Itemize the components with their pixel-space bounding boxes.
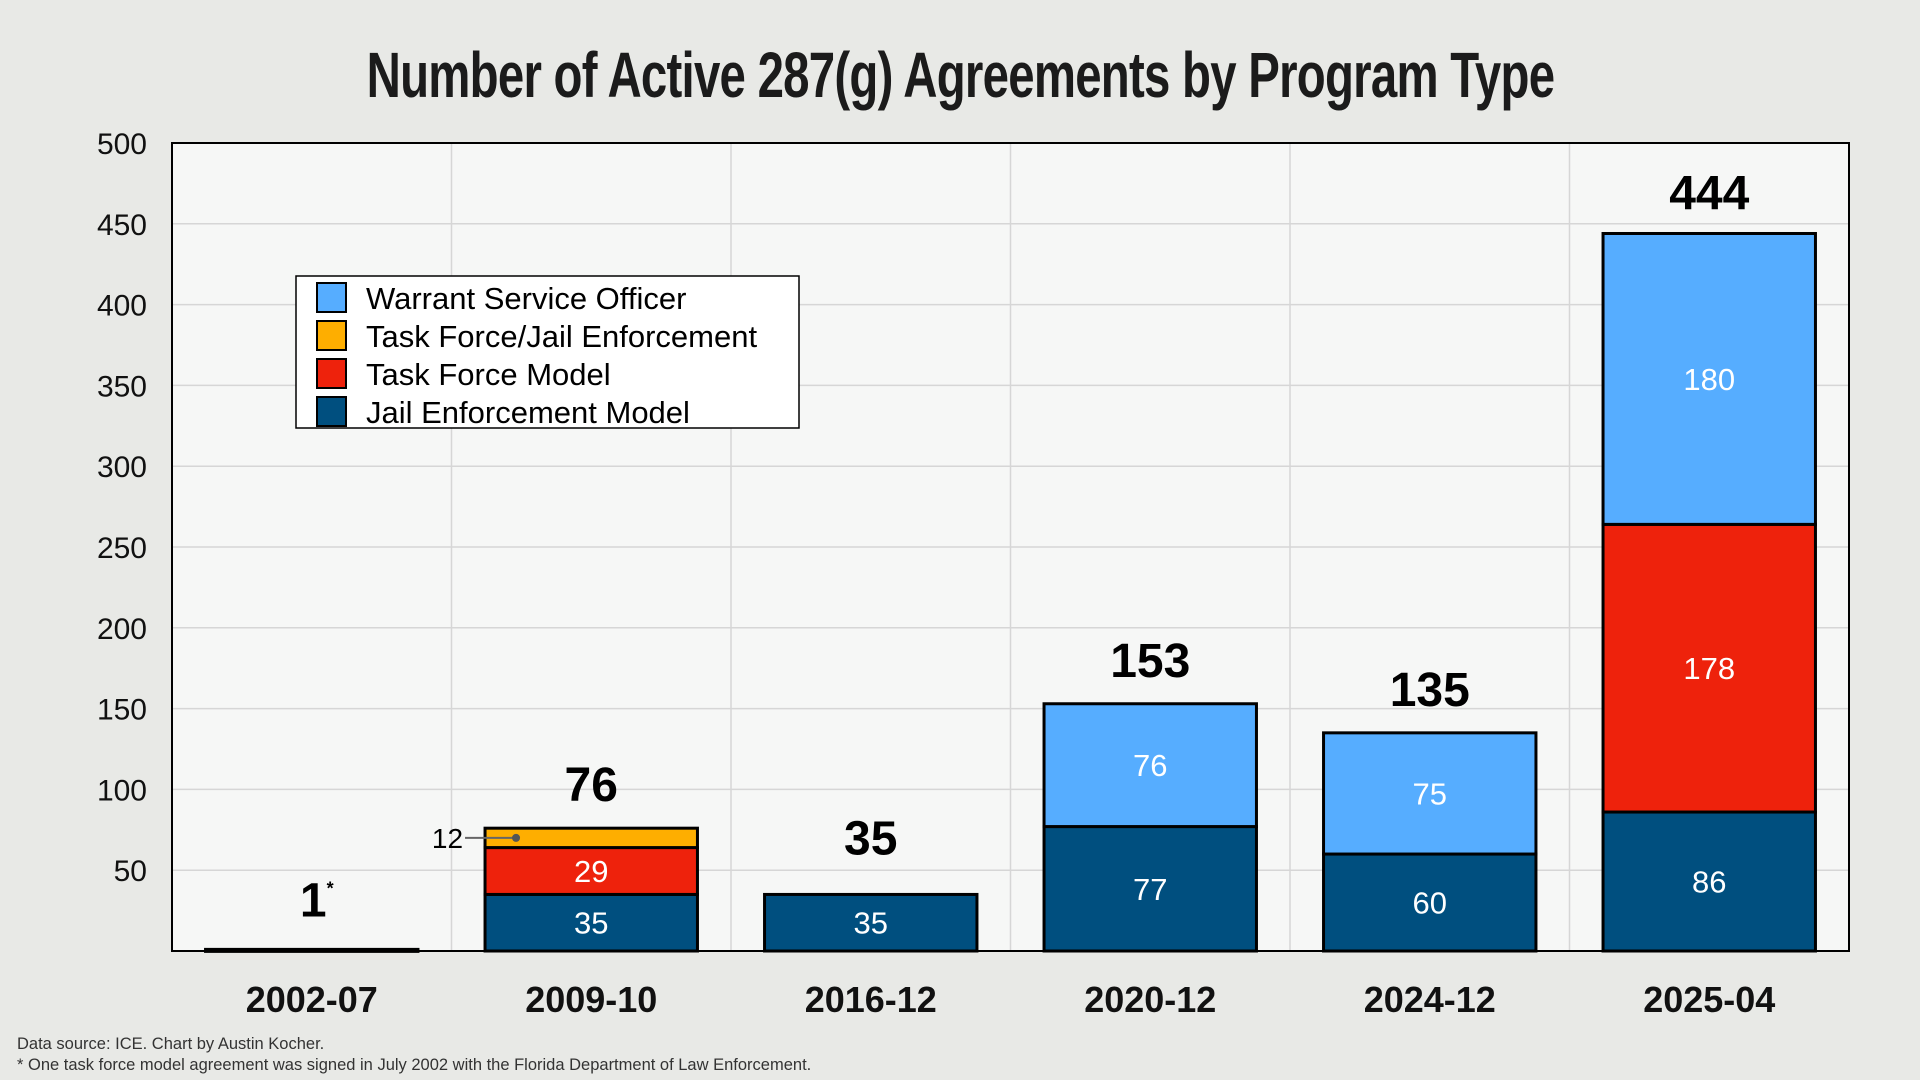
x-tick-label: 2009-10 [525, 979, 657, 1020]
bar-segment [1042, 825, 1258, 953]
legend-box [295, 275, 800, 429]
x-tick-label: 2025-04 [1643, 979, 1775, 1020]
bar-segment [1322, 731, 1538, 856]
footnote: * One task force model agreement was sig… [17, 1056, 812, 1074]
y-tick-label: 50 [114, 855, 147, 888]
callout-dot [512, 833, 521, 842]
callout-label: 12 [432, 823, 463, 854]
segment-value-label: 60 [1413, 886, 1447, 921]
bar-segment [763, 892, 979, 953]
legend-label: Task Force Model [366, 357, 611, 392]
legend-label: Warrant Service Officer [366, 281, 686, 316]
y-tick-label: 150 [97, 694, 147, 727]
segment-value-label: 29 [574, 854, 608, 889]
plot-frame [171, 142, 1850, 952]
legend-label: Jail Enforcement Model [366, 395, 690, 430]
segment-value-label: 178 [1683, 651, 1735, 686]
total-value-label: 76 [565, 759, 618, 812]
x-tick-label: 2002-07 [246, 979, 378, 1020]
total-value-label: 444 [1669, 167, 1749, 220]
footer: Data source: ICE. Chart by Austin Kocher… [17, 1034, 811, 1076]
segment-value-label: 76 [1133, 748, 1167, 783]
segment-value-label: 35 [574, 906, 608, 941]
segment-value-label: 75 [1413, 776, 1447, 811]
x-tick-label: 2016-12 [805, 979, 937, 1020]
bar-segment [1042, 702, 1258, 829]
legend-swatch [316, 396, 347, 427]
x-tick-label: 2024-12 [1364, 979, 1496, 1020]
total-value-label: 35 [844, 812, 897, 865]
x-tick-label: 2020-12 [1084, 979, 1216, 1020]
y-tick-label: 450 [97, 209, 147, 242]
data-source-note: Data source: ICE. Chart by Austin Kocher… [17, 1035, 325, 1053]
chart-title: Number of Active 287(g) Agreements by Pr… [0, 38, 1920, 112]
legend-swatch [316, 320, 347, 351]
legend-swatch [316, 358, 347, 389]
y-axis-ticks: 50 100 150 200 250 300 350 400 450 500 [97, 128, 147, 888]
y-tick-label: 500 [97, 128, 147, 161]
bar-segment [483, 846, 699, 896]
y-tick-label: 250 [97, 532, 147, 565]
bar-segment [1601, 522, 1817, 814]
footnote-marker: * [327, 878, 334, 898]
segment-value-label: 180 [1683, 362, 1735, 397]
y-tick-label: 100 [97, 774, 147, 807]
segment-value-label: 86 [1692, 865, 1726, 900]
total-value-label: 153 [1110, 635, 1190, 688]
y-tick-label: 200 [97, 613, 147, 646]
segment-value-label: 77 [1133, 872, 1167, 907]
legend-swatch [316, 282, 347, 313]
chart-title-text: Number of Active 287(g) Agreements by Pr… [366, 39, 1554, 111]
gridlines [172, 142, 1849, 951]
y-tick-label: 350 [97, 370, 147, 403]
legend-label: Task Force/Jail Enforcement [366, 319, 757, 354]
x-axis-labels: 2002-07 2009-10 2016-12 2020-12 2024-12 2025-… [246, 979, 1776, 1020]
segment-value-label: 35 [854, 906, 888, 941]
y-tick-label: 300 [97, 451, 147, 484]
total-value-label: 135 [1390, 664, 1470, 717]
y-tick-label: 400 [97, 290, 147, 323]
bar-segment [1601, 231, 1817, 526]
